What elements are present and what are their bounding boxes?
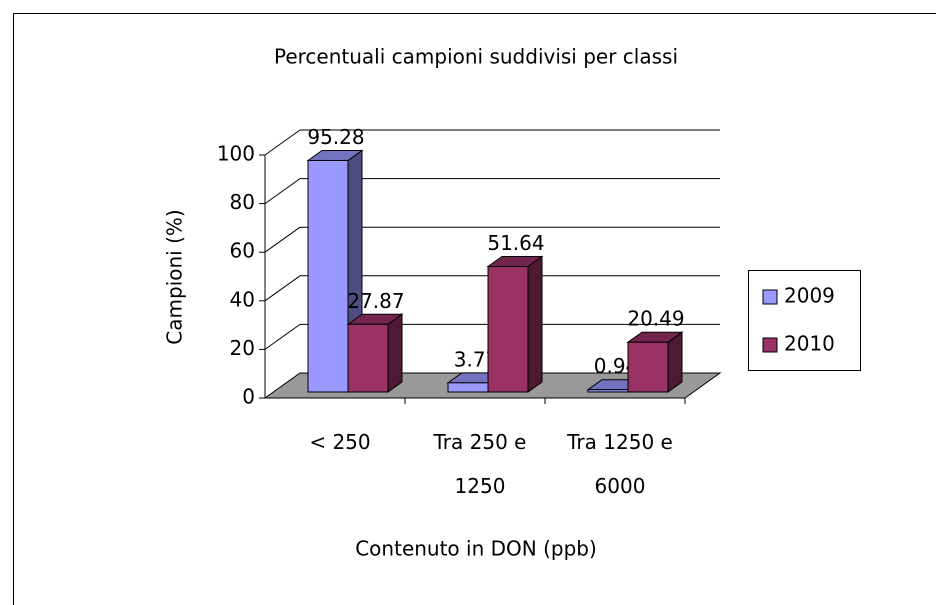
y-tick-label: 60 [230, 239, 255, 263]
grid-line [264, 275, 301, 302]
x-tick-label: Tra 1250 e 6000 [567, 430, 673, 498]
legend-swatch [762, 289, 778, 305]
data-label: 20.49 [627, 307, 684, 331]
grid-line [264, 178, 301, 205]
y-tick-label: 0 [242, 385, 255, 409]
bar [347, 323, 389, 393]
y-tick-label: 20 [230, 336, 255, 360]
y-axis-title: Campioni (%) [163, 209, 187, 344]
x-tick-label: < 250 [309, 430, 371, 454]
y-tick-label: 80 [230, 190, 255, 214]
bar [307, 159, 349, 393]
chart-title: Percentuali campioni suddivisi per class… [274, 45, 678, 69]
grid-line [264, 323, 301, 350]
data-label: 27.87 [347, 289, 404, 313]
bar [447, 382, 489, 393]
legend-swatch [762, 337, 778, 353]
legend-label: 2009 [784, 284, 835, 308]
legend-label: 2010 [784, 332, 835, 356]
bar [487, 266, 529, 393]
y-tick-label: 100 [217, 142, 255, 166]
bar-side [387, 313, 403, 393]
data-label: 51.64 [487, 231, 544, 255]
bar-side [527, 255, 543, 393]
bar [587, 389, 629, 393]
data-label: 95.28 [307, 125, 364, 149]
x-tick-label: Tra 250 e 1250 [433, 430, 527, 498]
grid-line [264, 226, 301, 253]
y-tick-label: 40 [230, 287, 255, 311]
grid-line [264, 129, 301, 156]
bar [627, 341, 669, 393]
legend [748, 270, 861, 371]
x-axis-title: Contenuto in DON (ppb) [355, 537, 597, 561]
